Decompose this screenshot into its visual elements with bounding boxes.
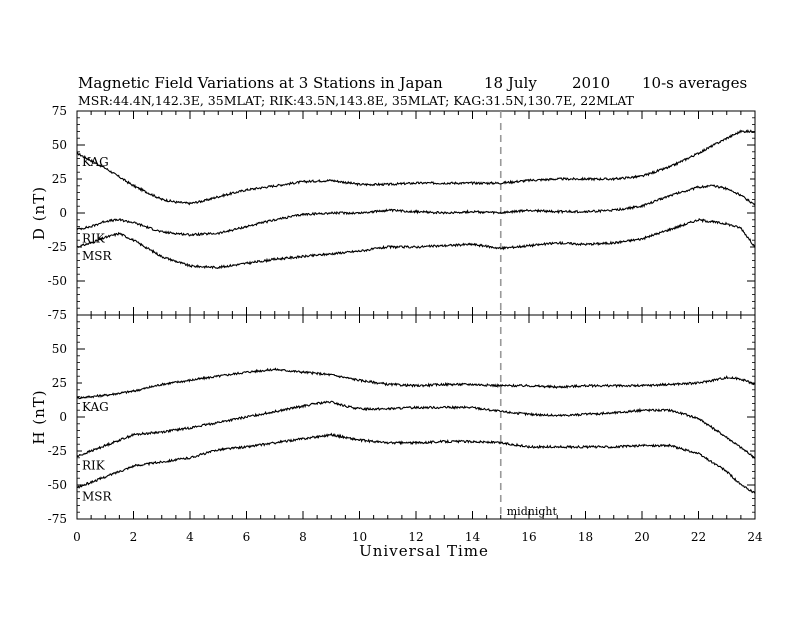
d-y-tick-label: 75 [52,104,67,118]
h-y-tick-label: 50 [52,342,67,356]
d-y-tick-label: -50 [48,274,67,288]
h-y-tick-label: 25 [52,376,67,390]
x-tick-label: 0 [73,530,81,544]
h-y-tick-label: -75 [48,512,67,526]
x-tick-label: 4 [186,530,194,544]
d-series-rik-line [76,184,756,237]
d-y-tick-label: 0 [59,206,67,220]
x-tick-label: 8 [299,530,307,544]
d-series-msr-label: MSR [82,249,113,263]
x-tick-label: 10 [352,530,367,544]
plot-layer: 75 50 25 0 -25 -50 -75 D (nT) KAG RIK MSR 50 25 0 -25 -… [30,104,763,544]
x-tick-label: 18 [578,530,593,544]
x-tick-label: 6 [243,530,251,544]
h-series-msr-label: MSR [82,490,113,504]
h-series-msr-line [76,432,756,494]
h-y-tick-label: -25 [48,444,67,458]
d-series-kag-line [76,129,756,206]
x-tick-label: 24 [747,530,763,544]
d-y-axis-label: D (nT) [30,186,48,240]
d-y-tick-label: -75 [48,308,67,322]
h-series-rik-label: RIK [82,458,106,472]
x-tick-label: 12 [408,530,423,544]
chart-subtitle: MSR:44.4N,142.3E, 35MLAT; RIK:43.5N,143.… [78,93,635,108]
x-tick-label: 16 [521,530,536,544]
d-y-tick-label: 50 [52,138,67,152]
x-tick-label: 14 [465,530,481,544]
d-panel-frame [76,110,756,316]
h-series-kag-label: KAG [82,400,109,414]
h-series-rik-line [76,400,756,459]
x-tick-label: 22 [691,530,706,544]
h-y-tick-label: 0 [59,410,67,424]
x-axis-label: Universal Time [359,542,489,560]
midnight-label: midnight [507,505,558,518]
h-y-tick-label: -50 [48,478,67,492]
h-panel-frame [76,314,756,520]
chart-averaging: 10-s averages [642,74,747,92]
x-tick-label: 20 [634,530,649,544]
h-series-kag-line [76,367,756,400]
d-series-rik-label: RIK [82,231,106,245]
chart-year: 2010 [572,74,610,92]
h-y-axis-label: H (nT) [30,389,48,444]
x-tick-label: 2 [130,530,138,544]
d-series-msr-line [76,218,756,270]
chart-date: 18 July [484,74,537,92]
d-series-kag-label: KAG [82,155,109,169]
d-y-tick-label: -25 [48,240,67,254]
chart-title: Magnetic Field Variations at 3 Stations … [78,74,443,92]
d-y-tick-label: 25 [52,172,67,186]
